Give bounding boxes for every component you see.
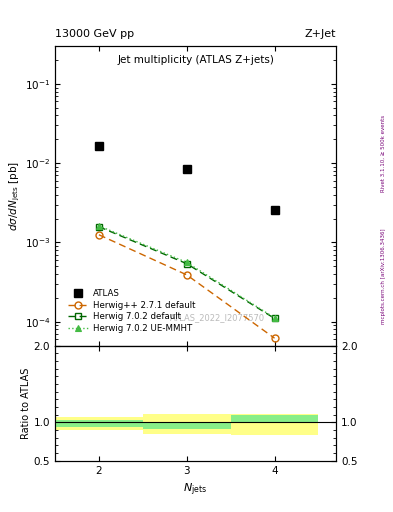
Y-axis label: Ratio to ATLAS: Ratio to ATLAS	[21, 368, 31, 439]
X-axis label: $N_\mathrm{jets}$: $N_\mathrm{jets}$	[184, 481, 208, 498]
Text: Jet multiplicity (ATLAS Z+jets): Jet multiplicity (ATLAS Z+jets)	[117, 55, 274, 65]
Bar	[55, 420, 143, 428]
Legend: ATLAS, Herwig++ 2.7.1 default, Herwig 7.0.2 default, Herwig 7.0.2 UE-MMHT: ATLAS, Herwig++ 2.7.1 default, Herwig 7.…	[65, 286, 198, 335]
Bar	[231, 415, 318, 422]
Bar	[143, 422, 231, 429]
Y-axis label: $d\sigma/dN_\mathrm{jets}$ [pb]: $d\sigma/dN_\mathrm{jets}$ [pb]	[7, 161, 22, 231]
Line: Herwig++ 2.7.1 default: Herwig++ 2.7.1 default	[95, 231, 278, 342]
Herwig++ 2.7.1 default	[97, 232, 101, 238]
Herwig++ 2.7.1 default	[272, 335, 277, 342]
ATLAS	[97, 143, 101, 149]
Line: Herwig 7.0.2 UE-MMHT: Herwig 7.0.2 UE-MMHT	[95, 222, 278, 322]
ATLAS	[184, 166, 189, 172]
Herwig 7.0.2 default	[97, 224, 101, 230]
Bar	[143, 414, 231, 434]
Herwig 7.0.2 default	[272, 315, 277, 322]
Herwig 7.0.2 default	[184, 261, 189, 267]
Bar	[231, 414, 318, 435]
Herwig++ 2.7.1 default	[184, 272, 189, 278]
Bar	[55, 417, 143, 430]
Text: 13000 GeV pp: 13000 GeV pp	[55, 29, 134, 38]
Herwig 7.0.2 UE-MMHT	[97, 223, 101, 229]
Line: ATLAS: ATLAS	[95, 142, 278, 214]
Text: ATLAS_2022_I2077570: ATLAS_2022_I2077570	[171, 313, 266, 322]
Line: Herwig 7.0.2 default: Herwig 7.0.2 default	[95, 223, 278, 322]
Text: Z+Jet: Z+Jet	[305, 29, 336, 38]
Herwig 7.0.2 UE-MMHT	[184, 260, 189, 266]
Text: mcplots.cern.ch [arXiv:1306.3436]: mcplots.cern.ch [arXiv:1306.3436]	[381, 229, 386, 324]
Herwig 7.0.2 UE-MMHT	[272, 315, 277, 321]
Text: Rivet 3.1.10, ≥ 500k events: Rivet 3.1.10, ≥ 500k events	[381, 115, 386, 192]
ATLAS	[272, 206, 277, 212]
